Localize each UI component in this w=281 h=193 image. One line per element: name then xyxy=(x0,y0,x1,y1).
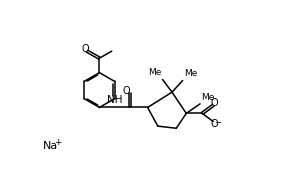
Text: +: + xyxy=(54,138,61,147)
Text: Na: Na xyxy=(43,141,58,151)
Text: Me: Me xyxy=(201,93,214,102)
Text: O: O xyxy=(82,44,89,54)
Text: Me: Me xyxy=(184,69,197,78)
Text: NH: NH xyxy=(107,95,123,105)
Text: O: O xyxy=(210,119,218,129)
Text: O: O xyxy=(210,98,218,108)
Text: −: − xyxy=(214,118,221,127)
Text: Me: Me xyxy=(148,68,161,77)
Text: O: O xyxy=(123,86,130,96)
